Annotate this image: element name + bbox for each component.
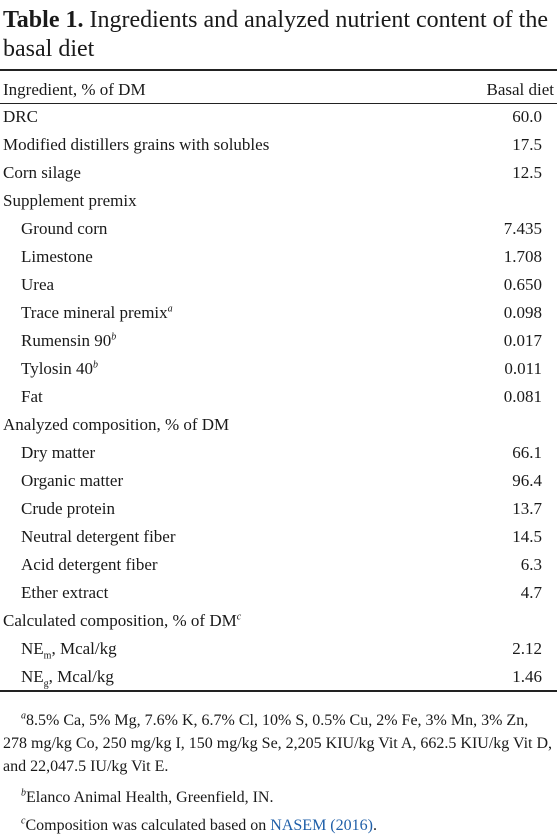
- footnote-a: a8.5% Ca, 5% Mg, 7.6% K, 6.7% Cl, 10% S,…: [3, 710, 553, 775]
- table-row: Acid detergent fiber 6.3: [0, 551, 557, 579]
- row-value: 0.081: [503, 387, 542, 406]
- table-row: Rumensin 90b 0.017: [0, 327, 557, 355]
- header-row: Ingredient, % of DM Basal diet: [0, 76, 557, 104]
- table-row: Dry matter 66.1: [0, 439, 557, 467]
- row-label: NEm, Mcal/kg: [21, 639, 117, 662]
- footnote-ref-c: c: [236, 611, 242, 623]
- row-value: 96.4: [512, 471, 542, 490]
- row-value: 6.3: [520, 555, 542, 574]
- row-value: 14.5: [512, 527, 542, 546]
- row-value: 17.5: [512, 135, 542, 154]
- footnote-ref-a: a: [167, 303, 173, 315]
- bottom-rule: [0, 690, 557, 692]
- row-value: 12.5: [512, 163, 542, 182]
- table-row: Modified distillers grains with solubles…: [0, 131, 557, 159]
- row-value: 66.1: [512, 443, 542, 462]
- row-label: DRC: [3, 107, 38, 126]
- table-row: Corn silage 12.5: [0, 159, 557, 187]
- row-label: Ether extract: [21, 583, 109, 602]
- row-label: Dry matter: [21, 443, 96, 462]
- row-label: Fat: [21, 387, 43, 406]
- row-label: Rumensin 90b: [21, 331, 117, 350]
- row-value: 0.011: [504, 359, 542, 378]
- table-row: Organic matter 96.4: [0, 467, 557, 495]
- row-value: 1.708: [503, 247, 542, 266]
- row-value: 0.650: [503, 275, 542, 294]
- row-label: Crude protein: [21, 499, 115, 518]
- row-label: Corn silage: [3, 163, 81, 182]
- nasem-citation-link[interactable]: NASEM (2016): [270, 817, 373, 834]
- row-label: Trace mineral premixa: [21, 303, 173, 322]
- footnote-ref-b: b: [111, 331, 117, 343]
- footnote-b: bElanco Animal Health, Greenfield, IN.: [21, 787, 274, 806]
- col-ingredient-header: Ingredient, % of DM: [3, 80, 146, 99]
- header-rule: [0, 103, 557, 104]
- table-row: NEm, Mcal/kg 2.12: [0, 635, 557, 663]
- section-row: Analyzed composition, % of DM: [0, 411, 557, 439]
- table-row: DRC 60.0: [0, 103, 557, 131]
- footnote-ref-b: b: [93, 359, 99, 371]
- row-value: 0.017: [503, 331, 542, 350]
- top-rule: [0, 69, 557, 71]
- table-row: NEg, Mcal/kg 1.46: [0, 663, 557, 691]
- table-row: Ether extract 4.7: [0, 579, 557, 607]
- table-row: Trace mineral premixa 0.098: [0, 299, 557, 327]
- row-value: 2.12: [512, 639, 542, 658]
- section-label: Supplement premix: [3, 191, 137, 210]
- row-value: 7.435: [503, 219, 542, 238]
- section-row: Calculated composition, % of DMc: [0, 607, 557, 635]
- row-label: Urea: [21, 275, 55, 294]
- footnote-c: cComposition was calculated based on NAS…: [21, 815, 377, 834]
- section-row: Supplement premix: [0, 187, 557, 215]
- table-row: Neutral detergent fiber 14.5: [0, 523, 557, 551]
- table-row: Crude protein 13.7: [0, 495, 557, 523]
- table-row: Fat 0.081: [0, 383, 557, 411]
- section-label: Calculated composition, % of DMc: [3, 611, 242, 630]
- section-label: Analyzed composition, % of DM: [3, 415, 230, 434]
- table-row: Ground corn 7.435: [0, 215, 557, 243]
- row-value: 4.7: [520, 583, 542, 602]
- row-value: 60.0: [512, 107, 542, 126]
- row-label: Ground corn: [21, 219, 108, 238]
- row-value: 1.46: [512, 667, 542, 686]
- row-label: NEg, Mcal/kg: [21, 667, 114, 690]
- table-row: Tylosin 40b 0.011: [0, 355, 557, 383]
- row-label: Tylosin 40b: [21, 359, 99, 378]
- row-value: 13.7: [512, 499, 542, 518]
- row-label: Limestone: [21, 247, 93, 266]
- table-caption: Ingredients and analyzed nutrient conten…: [3, 7, 548, 62]
- row-value: 0.098: [503, 303, 542, 322]
- row-label: Modified distillers grains with solubles: [3, 135, 270, 154]
- row-label: Organic matter: [21, 471, 124, 490]
- table-row: Limestone 1.708: [0, 243, 557, 271]
- col-basal-diet-header: Basal diet: [486, 80, 554, 99]
- row-label: Acid detergent fiber: [21, 555, 158, 574]
- table-number: Table 1.: [3, 7, 84, 33]
- table-row: Urea 0.650: [0, 271, 557, 299]
- row-label: Neutral detergent fiber: [21, 527, 176, 546]
- table-title: Table 1. Ingredients and analyzed nutrie…: [3, 6, 555, 64]
